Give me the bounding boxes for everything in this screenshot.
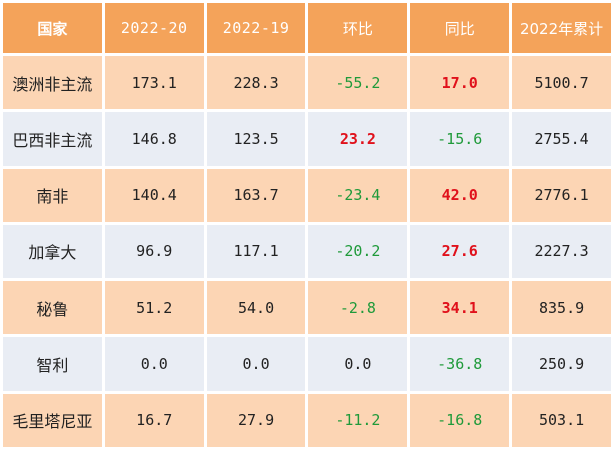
header-week-20: 2022-20 bbox=[104, 3, 204, 53]
week-19-cell: 228.3 bbox=[206, 56, 306, 110]
country-cell: 澳洲非主流 bbox=[3, 56, 102, 110]
week-19-cell: 123.5 bbox=[206, 112, 306, 166]
week-20-cell: 96.9 bbox=[104, 224, 204, 279]
country-cell: 加拿大 bbox=[3, 224, 102, 279]
yoy-cell: -36.8 bbox=[410, 337, 510, 391]
table-row: 毛里塔尼亚 16.7 27.9 -11.2 -16.8 503.1 bbox=[3, 393, 611, 447]
week-20-cell: 173.1 bbox=[104, 56, 204, 110]
yoy-cell: 42.0 bbox=[410, 168, 510, 222]
header-week-19: 2022-19 bbox=[206, 3, 306, 53]
week-20-cell: 140.4 bbox=[104, 168, 204, 222]
mom-cell: -11.2 bbox=[308, 393, 408, 447]
country-cell: 南非 bbox=[3, 168, 102, 222]
week-20-cell: 51.2 bbox=[104, 281, 204, 335]
week-20-cell: 16.7 bbox=[104, 393, 204, 447]
country-cell: 毛里塔尼亚 bbox=[3, 393, 102, 447]
header-country: 国家 bbox=[3, 3, 102, 53]
header-cumulative: 2022年累计 bbox=[512, 3, 611, 53]
week-20-cell: 146.8 bbox=[104, 112, 204, 166]
table-row: 澳洲非主流 173.1 228.3 -55.2 17.0 5100.7 bbox=[3, 56, 611, 110]
cumulative-cell: 5100.7 bbox=[512, 56, 611, 110]
header-mom: 环比 bbox=[308, 3, 408, 53]
cumulative-cell: 503.1 bbox=[512, 393, 611, 447]
header-yoy: 同比 bbox=[410, 3, 510, 53]
cumulative-cell: 835.9 bbox=[512, 281, 611, 335]
week-19-cell: 117.1 bbox=[206, 224, 306, 279]
table-row: 南非 140.4 163.7 -23.4 42.0 2776.1 bbox=[3, 168, 611, 222]
cumulative-cell: 2776.1 bbox=[512, 168, 611, 222]
table-row: 智利 0.0 0.0 0.0 -36.8 250.9 bbox=[3, 337, 611, 391]
mom-cell: 23.2 bbox=[308, 112, 408, 166]
mom-cell: -55.2 bbox=[308, 56, 408, 110]
country-cell: 秘鲁 bbox=[3, 281, 102, 335]
header-row: 国家 2022-20 2022-19 环比 同比 2022年累计 bbox=[3, 3, 611, 53]
yoy-cell: 34.1 bbox=[410, 281, 510, 335]
mom-cell: -20.2 bbox=[308, 224, 408, 279]
yoy-cell: -15.6 bbox=[410, 112, 510, 166]
table-row: 加拿大 96.9 117.1 -20.2 27.6 2227.3 bbox=[3, 224, 611, 279]
week-19-cell: 27.9 bbox=[206, 393, 306, 447]
week-19-cell: 54.0 bbox=[206, 281, 306, 335]
table-row: 巴西非主流 146.8 123.5 23.2 -15.6 2755.4 bbox=[3, 112, 611, 166]
mom-cell: -23.4 bbox=[308, 168, 408, 222]
yoy-cell: 17.0 bbox=[410, 56, 510, 110]
country-cell: 巴西非主流 bbox=[3, 112, 102, 166]
yoy-cell: 27.6 bbox=[410, 224, 510, 279]
cumulative-cell: 250.9 bbox=[512, 337, 611, 391]
yoy-cell: -16.8 bbox=[410, 393, 510, 447]
week-19-cell: 0.0 bbox=[206, 337, 306, 391]
table-row: 秘鲁 51.2 54.0 -2.8 34.1 835.9 bbox=[3, 281, 611, 335]
mom-cell: 0.0 bbox=[308, 337, 408, 391]
cumulative-cell: 2755.4 bbox=[512, 112, 611, 166]
mom-cell: -2.8 bbox=[308, 281, 408, 335]
week-19-cell: 163.7 bbox=[206, 168, 306, 222]
country-cell: 智利 bbox=[3, 337, 102, 391]
cumulative-cell: 2227.3 bbox=[512, 224, 611, 279]
week-20-cell: 0.0 bbox=[104, 337, 204, 391]
